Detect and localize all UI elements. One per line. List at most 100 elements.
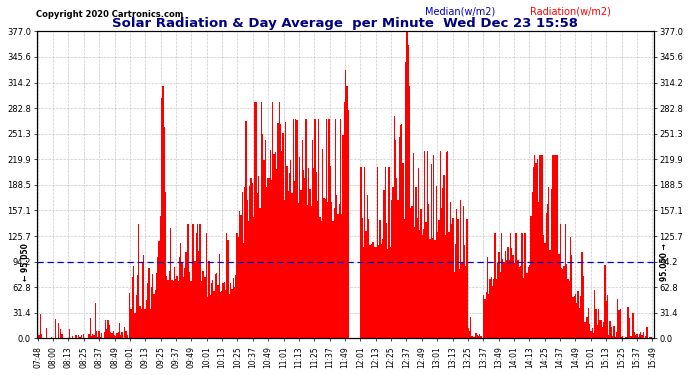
Bar bbox=[397, 200, 399, 338]
Bar bbox=[450, 202, 451, 338]
Bar bbox=[133, 267, 135, 338]
Bar bbox=[424, 151, 426, 338]
Bar bbox=[534, 155, 535, 338]
Bar bbox=[259, 208, 261, 338]
Bar bbox=[216, 273, 217, 338]
Bar bbox=[591, 328, 593, 338]
Text: Copyright 2020 Cartronics.com: Copyright 2020 Cartronics.com bbox=[37, 10, 184, 19]
Bar bbox=[121, 332, 123, 338]
Bar bbox=[380, 220, 381, 338]
Bar bbox=[560, 224, 561, 338]
Bar bbox=[143, 255, 144, 338]
Bar bbox=[388, 167, 390, 338]
Bar bbox=[207, 297, 208, 338]
Bar bbox=[291, 194, 293, 338]
Bar bbox=[501, 232, 502, 338]
Bar bbox=[230, 283, 231, 338]
Bar bbox=[39, 334, 40, 338]
Bar bbox=[239, 211, 240, 338]
Bar bbox=[255, 102, 257, 338]
Bar bbox=[124, 327, 126, 338]
Bar bbox=[106, 329, 108, 338]
Bar bbox=[493, 279, 495, 338]
Bar bbox=[446, 152, 447, 338]
Bar bbox=[447, 151, 448, 338]
Bar bbox=[630, 336, 631, 338]
Bar bbox=[137, 275, 138, 338]
Bar bbox=[401, 124, 402, 338]
Bar bbox=[258, 176, 259, 338]
Bar bbox=[308, 168, 309, 338]
Bar bbox=[375, 247, 377, 338]
Bar bbox=[633, 332, 635, 338]
Bar bbox=[184, 268, 186, 338]
Bar bbox=[162, 86, 164, 338]
Bar bbox=[455, 244, 456, 338]
Bar bbox=[270, 150, 271, 338]
Bar bbox=[428, 204, 429, 338]
Bar bbox=[51, 337, 52, 338]
Bar bbox=[537, 159, 538, 338]
Bar bbox=[382, 239, 384, 338]
Bar bbox=[390, 247, 391, 338]
Bar bbox=[164, 127, 165, 338]
Bar bbox=[615, 332, 617, 338]
Bar bbox=[189, 272, 190, 338]
Bar bbox=[315, 172, 317, 338]
Bar bbox=[515, 232, 516, 338]
Bar bbox=[243, 243, 244, 338]
Bar bbox=[489, 279, 491, 338]
Bar bbox=[373, 242, 375, 338]
Bar bbox=[222, 284, 224, 338]
Bar bbox=[366, 195, 368, 338]
Bar bbox=[171, 280, 172, 338]
Bar bbox=[640, 332, 642, 338]
Bar bbox=[500, 272, 501, 338]
Bar bbox=[642, 332, 644, 338]
Bar bbox=[613, 326, 615, 338]
Bar bbox=[224, 282, 225, 338]
Bar bbox=[151, 287, 152, 338]
Bar bbox=[288, 191, 289, 338]
Bar bbox=[479, 334, 480, 338]
Bar bbox=[228, 240, 229, 338]
Bar bbox=[525, 232, 526, 338]
Bar bbox=[105, 320, 106, 338]
Bar bbox=[420, 209, 422, 338]
Bar bbox=[535, 164, 537, 338]
Bar bbox=[440, 151, 441, 338]
Bar bbox=[571, 255, 573, 338]
Bar bbox=[495, 279, 497, 338]
Bar bbox=[639, 334, 640, 338]
Bar bbox=[264, 140, 266, 338]
Bar bbox=[90, 318, 91, 338]
Bar bbox=[179, 257, 180, 338]
Text: 95.050 →: 95.050 → bbox=[660, 243, 669, 280]
Bar bbox=[464, 245, 465, 338]
Bar bbox=[345, 70, 346, 338]
Bar bbox=[114, 335, 115, 338]
Bar bbox=[313, 168, 315, 338]
Bar bbox=[147, 283, 148, 338]
Bar bbox=[215, 274, 216, 338]
Bar bbox=[491, 277, 492, 338]
Bar bbox=[419, 230, 420, 338]
Bar bbox=[638, 336, 639, 338]
Bar bbox=[593, 333, 594, 338]
Bar bbox=[72, 336, 73, 338]
Bar bbox=[456, 209, 457, 338]
Bar bbox=[55, 319, 57, 338]
Bar bbox=[210, 295, 211, 338]
Bar bbox=[95, 303, 96, 338]
Bar bbox=[138, 224, 139, 338]
Bar bbox=[478, 336, 479, 338]
Bar bbox=[549, 249, 551, 338]
Bar bbox=[60, 329, 61, 338]
Bar bbox=[286, 166, 288, 338]
Bar bbox=[46, 328, 48, 338]
Bar bbox=[321, 221, 322, 338]
Bar bbox=[510, 232, 511, 338]
Bar bbox=[453, 272, 455, 338]
Bar bbox=[457, 219, 459, 338]
Bar bbox=[435, 186, 437, 338]
